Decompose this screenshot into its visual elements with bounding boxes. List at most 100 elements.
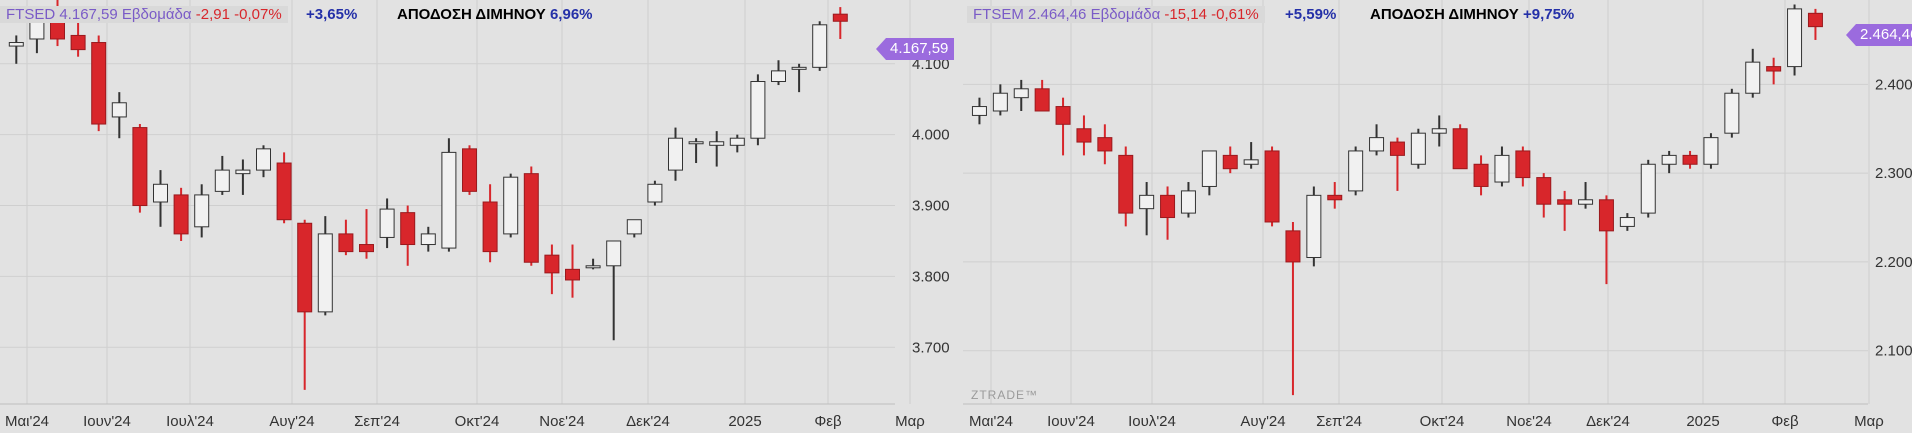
candle (565, 244, 580, 298)
candle (1034, 79, 1050, 112)
ftsem-change: -15,14 (1164, 6, 1207, 23)
candle (1097, 124, 1113, 165)
candle (1264, 146, 1280, 227)
candle-body (420, 233, 436, 246)
candle-body (1661, 154, 1677, 165)
candle (1431, 115, 1447, 147)
candle (91, 35, 107, 132)
candle-body (832, 13, 848, 22)
candle-body (626, 219, 642, 235)
candle (1807, 8, 1823, 40)
x-tick-label: 2025 (728, 413, 761, 430)
candle-body (1640, 163, 1656, 214)
candle (1389, 137, 1405, 191)
candle-body (1160, 194, 1176, 219)
candle-body (812, 24, 828, 68)
y-tick-label: 3.900 (912, 198, 950, 215)
ftsem-two-month-value: +9,75% (1522, 6, 1575, 23)
candle-body (523, 173, 539, 263)
candle (1013, 79, 1029, 111)
candle (359, 209, 374, 259)
x-tick-label: Ιουλ'24 (166, 413, 214, 430)
candle-body (1494, 154, 1510, 183)
x-tick-label: 2025 (1686, 413, 1719, 430)
candle-body (1222, 154, 1238, 170)
candle-body (729, 137, 745, 146)
candle (1222, 146, 1238, 174)
candle (1682, 150, 1698, 169)
candle-body (235, 169, 251, 175)
candle-body (1557, 199, 1573, 205)
candle (585, 258, 601, 270)
candle-body (647, 183, 663, 203)
candle (1619, 213, 1635, 231)
x-tick-label: Νοε'24 (1506, 413, 1551, 430)
ftsed-two-month-return: ΑΠΟΔΟΣΗ ΔΙΜΗΝΟΥ 6,96% (397, 3, 593, 27)
candle-body (1285, 230, 1301, 263)
candle (1369, 124, 1385, 156)
candle-body (1139, 194, 1155, 210)
candle (1536, 173, 1552, 218)
ftsem-weekly-return: +5,59% (1285, 6, 1337, 23)
candle-body (1410, 132, 1426, 165)
x-tick-label: Μαι'24 (5, 413, 49, 430)
y-tick-label: 2.200 (1875, 254, 1912, 271)
candle-body (276, 162, 292, 221)
candle (462, 145, 477, 195)
candle-body (971, 106, 987, 116)
ftsed-quote-box: FTSED 4.167,59 Εβδομάδα -2,91 -0,07% (0, 6, 288, 23)
candle (1348, 146, 1364, 196)
candle-body (1745, 61, 1761, 94)
x-tick-label: Ιουλ'24 (1128, 413, 1176, 430)
candle-body (565, 268, 580, 281)
candle (791, 63, 807, 93)
candle-body (1578, 199, 1594, 205)
candle (153, 170, 168, 227)
candle (688, 138, 704, 164)
candle (1494, 146, 1510, 187)
x-tick-label: Σεπ'24 (1316, 413, 1362, 430)
candle (771, 60, 786, 86)
candle-body (214, 169, 230, 192)
candle (1055, 97, 1071, 156)
x-tick-label: Μαρ (895, 413, 925, 430)
candle-body (1180, 190, 1196, 214)
x-tick-label: Μαρ (1854, 413, 1884, 430)
ftsed-header: FTSED 4.167,59 Εβδομάδα -2,91 -0,07% (0, 3, 288, 27)
candle-body (1369, 137, 1385, 152)
candle-body (1013, 88, 1029, 99)
ftsem-two-month-return: ΑΠΟΔΟΣΗ ΔΙΜΗΝΟΥ +9,75% (1370, 3, 1574, 27)
candle (379, 198, 395, 249)
candle-body (585, 265, 601, 269)
candle-body (441, 151, 457, 249)
candle (1598, 195, 1614, 285)
candle (668, 127, 683, 181)
candle (1452, 124, 1468, 170)
x-tick-label: Φεβ (1771, 413, 1799, 430)
x-tick-label: Ιουν'24 (1047, 413, 1095, 430)
candle-body (338, 233, 354, 253)
ftsed-two-month-value: 6,96% (549, 6, 593, 23)
candle-body (688, 141, 704, 145)
candle-body (668, 137, 683, 171)
candle (1473, 155, 1489, 196)
candle (1180, 182, 1196, 218)
candle-body (1473, 163, 1489, 187)
candle-body (1807, 12, 1823, 28)
candle (709, 131, 725, 167)
x-tick-label: Μαι'24 (969, 413, 1013, 430)
ftsed-symbol: FTSED (6, 6, 56, 23)
candle-body (359, 244, 374, 253)
candle-body (297, 222, 313, 313)
candle-body (1515, 150, 1531, 179)
candle (1201, 150, 1217, 196)
x-tick-label: Αυγ'24 (1240, 413, 1285, 430)
candle (70, 17, 86, 57)
candle (214, 155, 230, 195)
candle (647, 180, 663, 206)
candle (1076, 115, 1092, 156)
x-tick-label: Νοε'24 (539, 413, 584, 430)
candle (626, 219, 642, 238)
candle (606, 240, 622, 341)
ftsem-two-month-label: ΑΠΟΔΟΣΗ ΔΙΜΗΝΟΥ (1370, 6, 1519, 23)
